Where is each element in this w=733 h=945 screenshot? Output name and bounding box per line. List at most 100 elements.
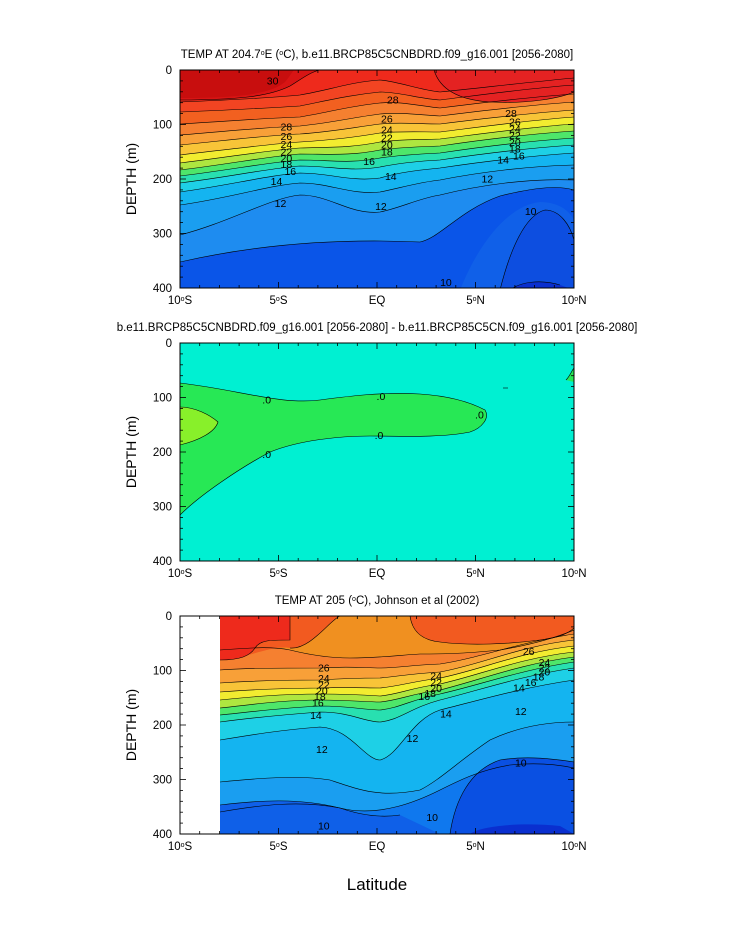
x-tick-label: 10oS bbox=[168, 568, 193, 580]
panel-observed-temperature: TEMP AT 205 (oC), Johnson et al (2002) bbox=[123, 595, 587, 853]
y-tick-label: 200 bbox=[153, 447, 172, 459]
contour-label: 24 bbox=[539, 657, 551, 669]
contour-label: 10 bbox=[440, 277, 452, 289]
y-tick-label: 300 bbox=[153, 229, 172, 241]
contour-label: 20 bbox=[430, 683, 442, 695]
contour-label: 20 bbox=[509, 137, 521, 149]
contour-label: 22 bbox=[318, 680, 330, 692]
contour-label: .0 bbox=[377, 391, 386, 403]
contour-label: 20 bbox=[281, 153, 293, 165]
contour-label: 22 bbox=[281, 146, 293, 158]
contour-label: 16 bbox=[312, 698, 324, 710]
contour-label: 16 bbox=[418, 691, 430, 703]
contour-label: 10 bbox=[318, 820, 330, 832]
contour-label: 24 bbox=[430, 670, 442, 682]
panel-2-fill bbox=[180, 343, 574, 561]
contour-label: 16 bbox=[525, 677, 537, 689]
contour-label: 24 bbox=[281, 139, 293, 151]
contour-label: 10 bbox=[525, 206, 537, 218]
contour-label: 16 bbox=[284, 166, 296, 178]
y-tick-label: 300 bbox=[153, 775, 172, 787]
x-tick-label: 5oS bbox=[270, 295, 288, 307]
panel-3-title: TEMP AT 205 (oC), Johnson et al (2002) bbox=[275, 595, 480, 607]
panel-1-axes: 10oS 5oS EQ 5oN 10oN 0 100 200 300 400 DEPTH (m) bbox=[123, 65, 587, 307]
x-tick-label: 10oS bbox=[168, 841, 193, 853]
y-tick-label: 0 bbox=[166, 611, 172, 623]
x-tick-label: EQ bbox=[369, 295, 386, 307]
contour-label: 18 bbox=[281, 159, 293, 171]
contour-label: 24 bbox=[318, 673, 330, 685]
y-tick-label: 100 bbox=[153, 666, 172, 678]
contour-label: 22 bbox=[381, 133, 393, 145]
panel-2-title: b.e11.BRCP85C5CNBDRD.f09_g16.001 [2056-2… bbox=[117, 322, 638, 334]
x-axis-title: Latitude bbox=[347, 875, 408, 894]
contour-label: 10 bbox=[515, 758, 527, 770]
y-tick-label: 400 bbox=[153, 829, 172, 841]
contour-label: 26 bbox=[523, 646, 535, 658]
panel-1-contour-labels: 3028282624222018161412262422201816141228… bbox=[267, 75, 537, 289]
panel-3-fill bbox=[180, 616, 574, 834]
y-tick-label: 100 bbox=[153, 120, 172, 132]
contour-label: 16 bbox=[513, 151, 525, 163]
contour-label: 12 bbox=[375, 201, 387, 213]
panel-3-axes: 10oS 5oS EQ 5oN 10oN 0 100 200 300 400 DEPTH (m) bbox=[123, 611, 587, 853]
x-tick-label: 10oN bbox=[561, 568, 586, 580]
x-tick-label: 5oN bbox=[466, 841, 485, 853]
contour-label: 20 bbox=[381, 140, 393, 152]
contour-label: 12 bbox=[515, 706, 527, 718]
contour-label: 20 bbox=[316, 686, 328, 698]
x-tick-label: 10oN bbox=[561, 295, 586, 307]
contour-label: 18 bbox=[381, 146, 393, 158]
contour-label: 26 bbox=[509, 116, 521, 128]
y-tick-label: 300 bbox=[153, 502, 172, 514]
contour-label: .0 bbox=[262, 395, 271, 407]
contour-label: 22 bbox=[539, 662, 551, 674]
panel-2-contour-labels: .0 .0 .0 .0 .0 bbox=[262, 391, 484, 461]
x-tick-label: EQ bbox=[369, 568, 386, 580]
x-tick-label: 10oN bbox=[561, 841, 586, 853]
contour-label: 12 bbox=[407, 733, 419, 745]
contour-label: 18 bbox=[509, 144, 521, 156]
contour-label: 22 bbox=[430, 677, 442, 689]
y-tick-label: 200 bbox=[153, 174, 172, 186]
x-tick-label: 5oN bbox=[466, 568, 485, 580]
contour-label: .0 bbox=[375, 430, 384, 442]
y-tick-label: 400 bbox=[153, 556, 172, 568]
panel-2-axes: 10oS 5oS EQ 5oN 10oN 0 100 200 300 400 DEPTH (m) bbox=[123, 338, 587, 580]
x-tick-label: 5oN bbox=[466, 295, 485, 307]
contour-label: 28 bbox=[505, 108, 517, 120]
contour-label: .0 bbox=[262, 449, 271, 461]
panel-1-fill bbox=[180, 70, 574, 288]
y-tick-label: 100 bbox=[153, 393, 172, 405]
y-tick-label: 400 bbox=[153, 283, 172, 295]
contour-label: 18 bbox=[533, 672, 545, 684]
panel-model-temperature: TEMP AT 204.7oE (oC), b.e11.BRCP85C5CNBD… bbox=[123, 49, 587, 307]
contour-label: 14 bbox=[440, 709, 452, 721]
contour-label: 26 bbox=[281, 131, 293, 143]
contour-label: 22 bbox=[509, 130, 521, 142]
panel-3-contour-labels: 2624222018161412242220181614121010102624… bbox=[310, 646, 550, 832]
contour-label: 14 bbox=[271, 176, 283, 188]
contour-label: 30 bbox=[267, 75, 279, 87]
y-axis-title: DEPTH (m) bbox=[123, 689, 139, 761]
x-tick-label: EQ bbox=[369, 841, 386, 853]
contour-label: 28 bbox=[387, 94, 399, 106]
y-tick-label: 0 bbox=[166, 65, 172, 77]
x-tick-label: 10oS bbox=[168, 295, 193, 307]
contour-label: 12 bbox=[481, 174, 493, 186]
contour-label: 24 bbox=[509, 123, 521, 135]
contour-label: 12 bbox=[316, 744, 328, 756]
contour-label: 14 bbox=[497, 154, 509, 166]
y-tick-label: 200 bbox=[153, 720, 172, 732]
contour-label: 24 bbox=[381, 124, 393, 136]
contour-label: 14 bbox=[513, 682, 525, 694]
x-tick-label: 5oS bbox=[270, 568, 288, 580]
contour-label: 26 bbox=[318, 662, 330, 674]
contour-label: 14 bbox=[385, 171, 397, 183]
y-tick-label: 0 bbox=[166, 338, 172, 350]
y-axis-title: DEPTH (m) bbox=[123, 143, 139, 215]
contour-label: 12 bbox=[275, 198, 287, 210]
panel-1-title: TEMP AT 204.7oE (oC), b.e11.BRCP85C5CNBD… bbox=[181, 49, 573, 61]
contour-label: 26 bbox=[381, 114, 393, 126]
